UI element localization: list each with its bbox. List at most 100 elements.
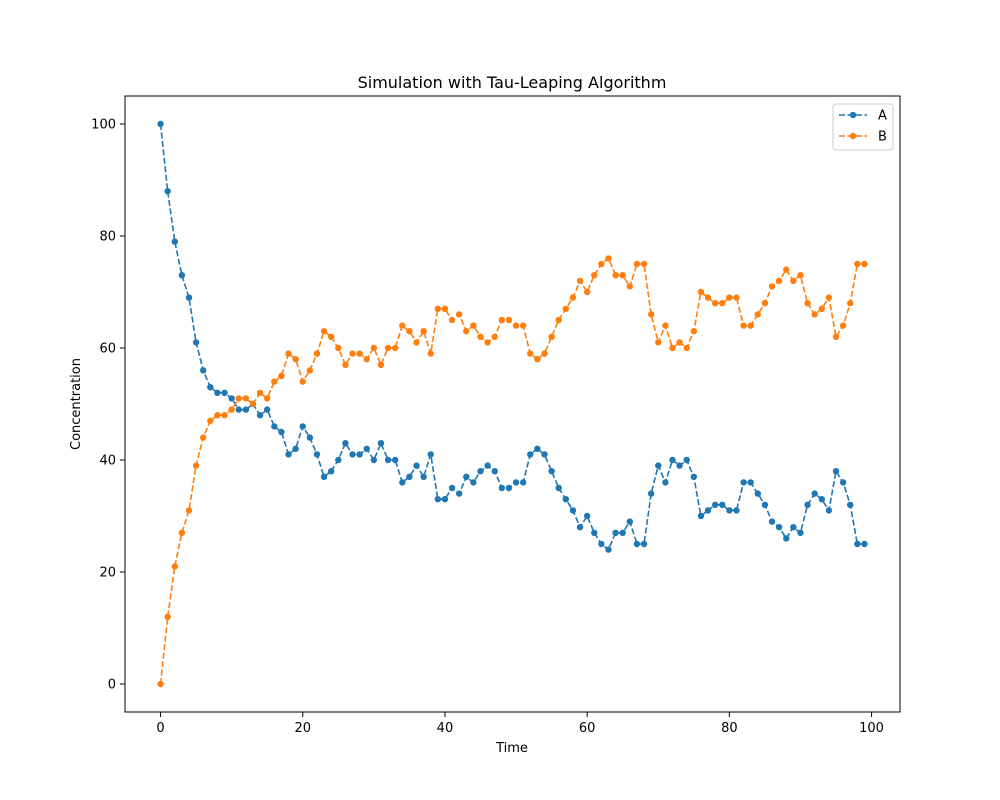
series-b-point [249,400,257,408]
series-a-point [384,456,392,464]
series-b-point [477,333,484,340]
series-a-point [626,518,634,525]
series-b-point [463,328,470,335]
series-a-point [271,423,278,430]
series-b-point [306,367,314,374]
series-b-point [327,333,335,340]
series-b-point [363,356,370,363]
series-b-point [320,328,328,335]
series-a-point [555,484,562,492]
series-b-point [626,283,634,290]
series-b-point [548,333,555,340]
series-b-point [861,260,868,268]
series-b-point [342,361,349,368]
series-a-point [847,501,854,508]
chart-title: Simulation with Tau-Leaping Algorithm [358,73,667,92]
series-b-point [242,395,250,402]
series-b-point [683,344,690,352]
series-b-point [448,316,456,324]
series-b-point [555,316,562,324]
series-b-point [335,344,342,352]
series-b-point [484,339,491,346]
series-b-point [541,350,548,357]
series-a-point [356,451,363,458]
series-a-point [391,456,399,464]
series-a-point [683,456,690,464]
series-b-point [157,680,164,688]
series-a-point [747,479,754,486]
series-b-point [171,563,178,570]
series-b-point [207,417,214,424]
series-b-point [200,434,207,441]
series-a-point [754,490,761,497]
series-a-point [534,445,541,452]
series-a-point [548,468,555,475]
series-a-point [541,451,548,458]
series-b-point [640,260,648,268]
series-a-point [811,490,818,497]
series-b-point [647,311,655,318]
series-a-point [790,524,797,531]
series-b-point [655,339,662,346]
series-b-point [441,305,449,312]
y-axis-label: Concentration [69,358,84,450]
series-b-point [754,311,761,318]
series-a-point [235,406,242,413]
series-b-point [690,328,698,335]
series-b-point [271,378,278,385]
series-a-point [192,339,200,346]
series-b-point [612,272,619,279]
legend-b-label: B [878,130,887,145]
series-b-point [768,283,776,290]
series-b-point [591,272,598,279]
series-b-point [676,339,683,346]
series-a-point [768,518,776,525]
series-b-point [264,395,271,402]
series-a-point [228,395,235,402]
legend-b-marker [849,132,857,140]
series-a-point [583,512,591,520]
series-a-point [569,507,577,514]
x-axis-label: Time [495,741,528,756]
series-a-point [797,529,804,536]
series-b-point [775,277,783,284]
y-tick-label: 20 [99,566,116,581]
series-b-point [854,260,861,268]
series-a-point [711,501,719,508]
series-a-point [633,540,641,548]
series-a-point [399,479,406,486]
series-b-point [313,350,321,357]
series-b-point [420,328,427,335]
series-a-point [242,406,250,413]
series-b-point [711,300,719,307]
series-a-point [519,479,527,486]
series-b-point [399,322,406,329]
series-a-point [719,501,726,508]
series-a-point [313,451,321,458]
series-a-point [783,535,790,542]
y-tick-label: 40 [99,454,116,469]
series-b-point [797,272,804,279]
series-a-point [619,529,626,536]
y-tick-label: 80 [99,230,116,245]
series-a-point [839,479,847,486]
x-tick-label: 40 [437,721,454,736]
series-b-point [839,322,847,329]
series-a-point [406,473,413,480]
x-tick-label: 100 [859,721,884,736]
series-a-point [342,440,349,447]
series-b-point [719,300,726,307]
series-b-point [662,322,669,329]
series-a-point [292,445,299,452]
series-a-point [690,473,698,480]
series-b-point [669,344,676,352]
series-b-point [505,316,513,324]
series-a-point [171,238,178,245]
series-b-point [825,294,833,301]
series-b-line [159,257,865,685]
series-b-point [811,311,818,318]
series-a-point [178,272,186,279]
series-a-point [598,540,605,548]
series-a-point [775,524,783,531]
series-a-point [327,468,335,475]
